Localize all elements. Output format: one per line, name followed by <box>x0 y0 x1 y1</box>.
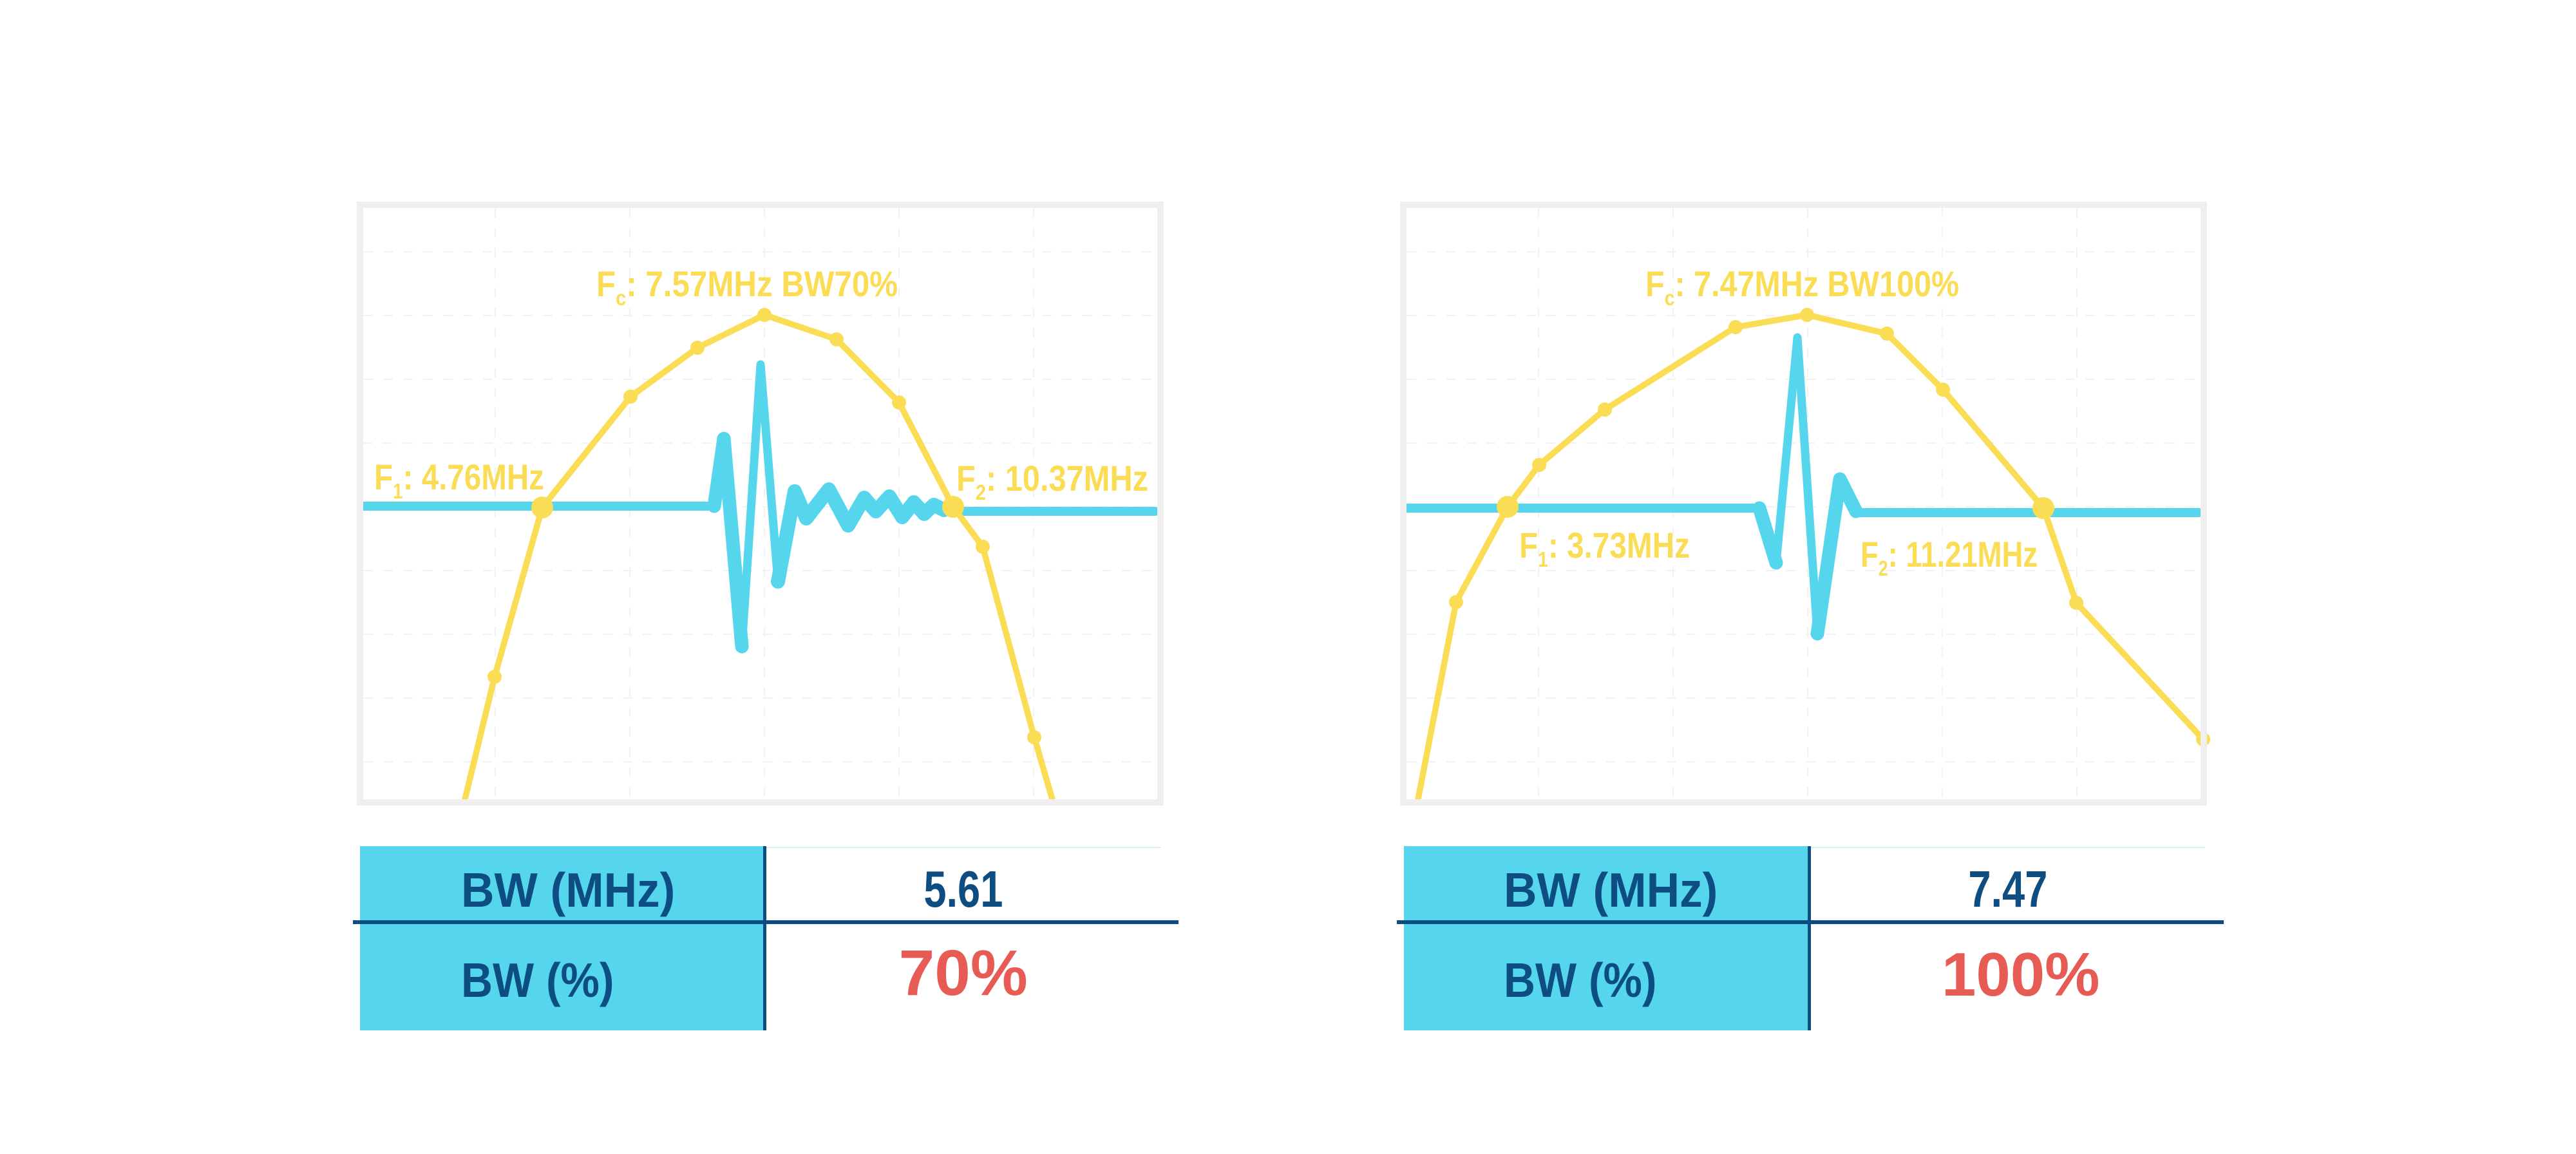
svg-text:F2: 11.21MHz: F2: 11.21MHz <box>1861 534 2038 580</box>
svg-text:F1: 4.76MHz: F1: 4.76MHz <box>374 457 544 503</box>
svg-text:F1: 3.73MHz: F1: 3.73MHz <box>1519 525 1690 571</box>
svg-text:F2: 10.37MHz: F2: 10.37MHz <box>956 459 1148 505</box>
svg-text:Fc: 7.47MHz BW100%: Fc: 7.47MHz BW100% <box>1645 265 1959 310</box>
svg-text:Fc: 7.57MHz BW70%: Fc: 7.57MHz BW70% <box>596 264 898 310</box>
